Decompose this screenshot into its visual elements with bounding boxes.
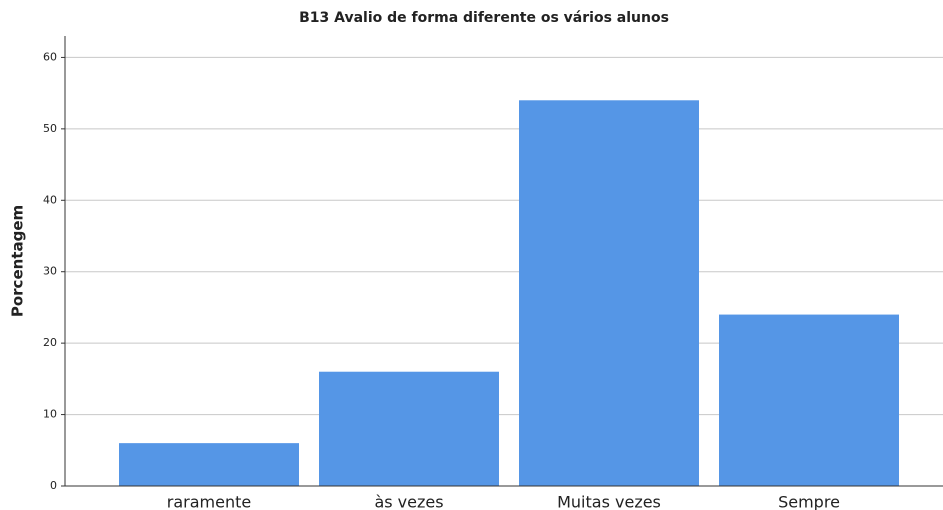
y-tick-label: 20	[43, 336, 57, 349]
x-tick-label: às vezes	[374, 493, 443, 510]
y-axis-label: Porcentagem	[9, 205, 27, 317]
bar	[319, 371, 499, 486]
x-tick-label: raramente	[167, 493, 251, 510]
y-tick-label: 10	[43, 408, 57, 421]
chart-title: B13 Avalio de forma diferente os vários …	[299, 10, 669, 26]
y-tick-label: 30	[43, 265, 57, 278]
bar	[519, 100, 699, 487]
y-tick-label: 50	[43, 122, 57, 135]
y-tick-label: 0	[50, 479, 57, 492]
bar	[119, 443, 299, 486]
y-tick-label: 60	[43, 50, 57, 63]
y-tick-label: 40	[43, 193, 57, 206]
x-tick-label: Muitas vezes	[557, 493, 661, 510]
bar	[719, 314, 899, 486]
x-tick-label: Sempre	[778, 493, 840, 510]
